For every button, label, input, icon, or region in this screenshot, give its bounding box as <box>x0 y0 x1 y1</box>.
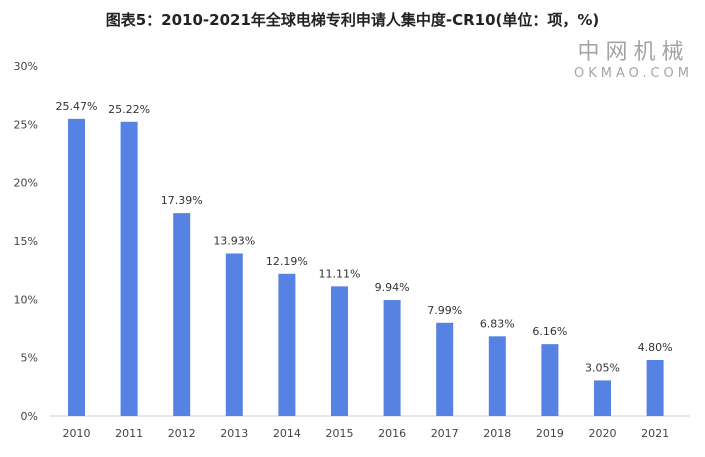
x-tick-label: 2011 <box>115 427 143 440</box>
watermark-en: OKMAO.COM <box>573 66 693 81</box>
data-label: 12.19% <box>266 255 308 268</box>
data-label: 17.39% <box>161 194 203 207</box>
y-tick-label: 20% <box>14 177 38 190</box>
x-tick-label: 2021 <box>641 427 669 440</box>
x-tick-label: 2017 <box>431 427 459 440</box>
y-tick-label: 30% <box>14 60 38 73</box>
data-label: 3.05% <box>585 361 620 374</box>
bar-2011 <box>120 121 138 417</box>
data-label: 13.93% <box>213 234 255 247</box>
x-tick-label: 2013 <box>220 427 248 440</box>
bar-2020 <box>594 380 611 416</box>
bar-2021 <box>646 360 664 416</box>
x-tick-label: 2015 <box>326 427 354 440</box>
y-tick-label: 0% <box>21 410 38 423</box>
x-tick-label: 2018 <box>483 427 511 440</box>
bar-2017 <box>436 322 454 416</box>
watermark: 中网机械 OKMAO.COM <box>574 40 693 82</box>
data-label: 7.99% <box>427 304 462 317</box>
x-tick-label: 2020 <box>589 427 617 440</box>
bar-2018 <box>488 336 506 416</box>
x-tick-label: 2016 <box>378 427 406 440</box>
y-tick-label: 10% <box>14 293 38 306</box>
bar-2010 <box>68 118 85 416</box>
x-tick-label: 2014 <box>273 427 301 440</box>
bar-2016 <box>383 300 401 416</box>
x-tick-label: 2012 <box>168 427 196 440</box>
data-label: 6.16% <box>532 325 567 338</box>
chart-title: 图表5：2010-2021年全球电梯专利申请人集中度-CR10(单位：项，%) <box>105 11 600 29</box>
data-label: 11.11% <box>319 267 361 280</box>
y-tick-label: 15% <box>14 235 38 248</box>
bar-2013 <box>225 253 243 416</box>
data-label: 9.94% <box>375 281 410 294</box>
bar-2015 <box>331 286 348 416</box>
data-label: 4.80% <box>638 341 673 354</box>
y-tick-label: 5% <box>21 352 38 365</box>
watermark-cn: 中网机械 <box>577 40 690 65</box>
data-label: 25.47% <box>56 100 98 113</box>
x-tick-label: 2019 <box>536 427 564 440</box>
bar-2014 <box>278 273 296 416</box>
data-label: 25.22% <box>108 103 150 116</box>
y-tick-label: 25% <box>14 118 38 131</box>
data-label: 6.83% <box>480 317 515 330</box>
x-tick-label: 2010 <box>63 427 91 440</box>
bar-2012 <box>173 213 191 416</box>
bar-2019 <box>541 344 559 416</box>
